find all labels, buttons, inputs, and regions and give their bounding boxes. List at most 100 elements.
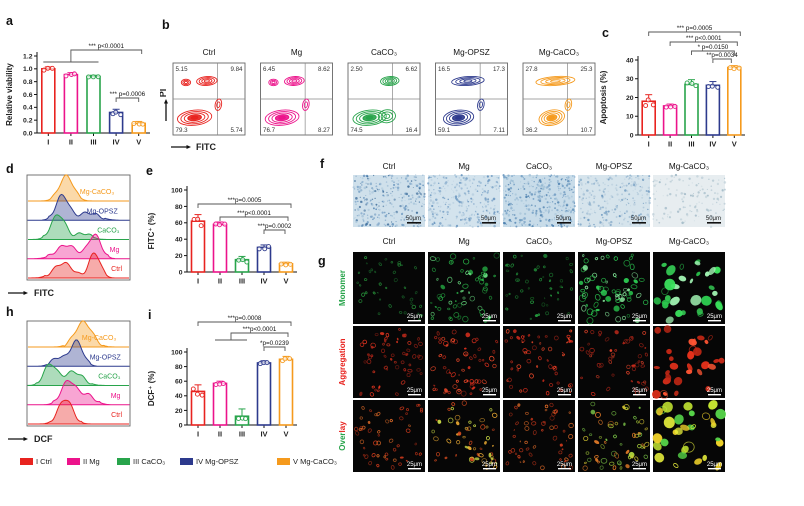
contour-ring xyxy=(538,109,566,127)
quadrant-value-ll: 59.1 xyxy=(438,127,451,134)
contour-ring xyxy=(359,112,381,123)
data-point xyxy=(264,360,270,366)
data-point xyxy=(118,112,124,118)
flow-plot-title: CaCO₃ xyxy=(371,48,397,57)
data-point xyxy=(131,121,137,126)
x-tick-label: I xyxy=(197,277,199,286)
x-tick-label: II xyxy=(668,140,672,149)
contour-ring xyxy=(180,111,209,125)
y-tick-label: 0.4 xyxy=(23,105,33,112)
histogram-series-label: Mg-CaCO₃ xyxy=(82,335,117,342)
scale-bar-label: 50μm xyxy=(706,216,721,222)
fluoro-image xyxy=(653,326,725,398)
scale-bar-label: 25μm xyxy=(632,388,647,394)
quadrant-value-ur: 6.62 xyxy=(405,66,418,73)
quadrant-value-ll: 76.7 xyxy=(263,127,276,134)
y-tick-label: 0 xyxy=(179,422,183,429)
data-point xyxy=(706,84,711,89)
panel-d-fitc-histograms: d Mg-CaCO₃ Mg-OPSZ CaCO₃ Mg Ctrl FITC xyxy=(2,158,142,306)
bar-IV xyxy=(256,362,272,426)
contour-ring xyxy=(566,101,571,109)
flow-plot-title: Mg xyxy=(291,48,303,57)
quadrant-value-ul: 2.50 xyxy=(351,66,364,73)
contour-ring xyxy=(382,77,398,85)
data-point xyxy=(668,104,674,110)
x-tick-label: I xyxy=(648,140,650,149)
x-tick-label: III xyxy=(688,140,694,149)
data-point xyxy=(645,97,651,103)
contour-ring xyxy=(451,75,485,87)
quadrant-value-ul: 5.15 xyxy=(176,66,189,73)
data-point xyxy=(236,257,242,263)
contour-ring xyxy=(183,112,206,123)
fluoro-image xyxy=(503,252,575,324)
scale-bar-label: 25μm xyxy=(632,462,647,468)
sig-label: * p=0.0150 xyxy=(698,44,729,51)
data-point xyxy=(727,65,733,71)
sig-label: *** p=0.0005 xyxy=(677,25,713,32)
data-point xyxy=(672,103,678,109)
histogram-series-label: Mg xyxy=(110,247,120,254)
legend-item: I Ctrl xyxy=(20,457,52,466)
bar-V xyxy=(278,358,294,426)
contour-ring xyxy=(196,76,218,86)
bar-V xyxy=(727,66,742,136)
x-tick-label: IV xyxy=(709,140,716,149)
contour-ring xyxy=(477,98,485,111)
histogram-frame xyxy=(26,174,131,281)
legend-item: IV Mg-OPSZ xyxy=(180,457,239,466)
panel-c-letter: c xyxy=(602,26,609,40)
panel-h-letter: h xyxy=(6,305,14,319)
contour-ring xyxy=(302,98,310,111)
scale-bar xyxy=(708,394,721,396)
contour-ring xyxy=(201,78,213,84)
scale-bar xyxy=(408,320,421,322)
y-tick-label: 0.6 xyxy=(23,92,33,99)
micrograph-image xyxy=(653,175,725,227)
panel-d-letter: d xyxy=(6,162,14,176)
data-point xyxy=(63,73,69,79)
histogram-curve-Mg-CaCO₃ xyxy=(28,174,129,202)
quadrant-value-ur: 25.3 xyxy=(580,66,593,73)
data-point xyxy=(278,261,284,267)
contour-ring xyxy=(365,115,374,120)
contour-ring xyxy=(268,78,279,87)
contour-ring xyxy=(387,79,393,83)
y-tick-label: 1.2 xyxy=(23,53,33,60)
bar-II xyxy=(212,223,228,273)
y-tick-label: 20 xyxy=(626,95,634,102)
bar-II xyxy=(662,105,678,136)
panel-c-apoptosis: c 0 10 20 30 40 I II III IV V Apoptosis (%) *** p=0… xyxy=(592,0,764,162)
data-point xyxy=(256,246,262,252)
flow-cytometry-plots: Ctrl 5.15 9.84 79.3 5.74 Mg 6.45 8.62 76.7 8.27 Ca… xyxy=(160,48,596,152)
sig-label: ***p<0.0001 xyxy=(243,326,277,333)
contour-ring xyxy=(455,115,463,120)
histogram-curve-Mg-OPSZ xyxy=(27,339,130,367)
contour-ring xyxy=(380,76,400,86)
x-tick-label: III xyxy=(239,430,245,439)
panel-b-flow-cytometry: b Ctrl 5.15 9.84 79.3 5.74 Mg 6.45 8.62 76.7 8.27… xyxy=(160,8,642,158)
x-tick-label: I xyxy=(47,138,49,147)
data-point xyxy=(650,102,656,108)
data-point xyxy=(283,262,289,268)
scale-bar xyxy=(483,468,496,470)
y-tick-label: 10 xyxy=(626,114,634,121)
bar-III xyxy=(86,75,101,134)
contour-ring xyxy=(177,109,213,126)
micrograph-column-title: CaCO₃ xyxy=(526,162,552,171)
sig-label: *** p=0.0006 xyxy=(110,91,146,98)
axis-arrow-head xyxy=(163,99,169,104)
data-point xyxy=(90,74,96,80)
histogram-series-label: Mg xyxy=(111,393,121,400)
x-tick-label: V xyxy=(283,277,288,286)
bar-II xyxy=(212,382,228,426)
quadrant-value-ur: 17.3 xyxy=(493,66,506,73)
contour-ring xyxy=(180,78,192,87)
y-axis-label: Apoptosis (%) xyxy=(599,70,608,124)
contour-ring xyxy=(352,109,387,126)
quadrant-value-lr: 16.4 xyxy=(405,127,418,134)
fluoro-column-title: Mg xyxy=(458,237,470,246)
data-point xyxy=(140,121,146,127)
fluorescence-micrograph-grid: Ctrl Mg CaCO₃ Mg-OPSZ Mg-CaCO₃ Monomer 25μm 25μ… xyxy=(338,237,727,472)
